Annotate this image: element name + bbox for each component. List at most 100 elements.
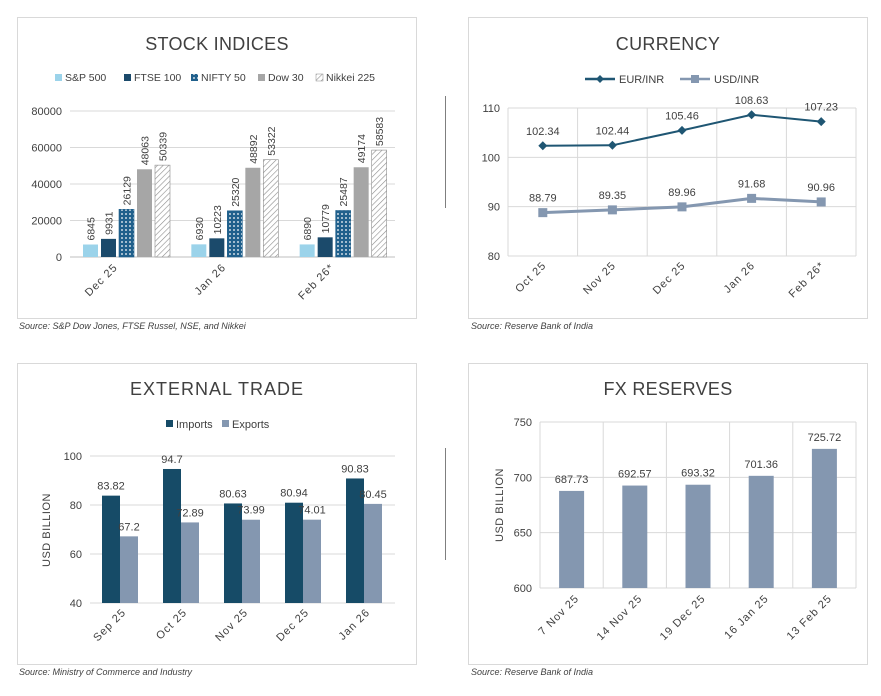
fx-category-label: 16 Jan 25 — [722, 593, 771, 642]
currency-point — [816, 117, 826, 127]
divider-top — [445, 96, 446, 208]
currency-category-label: Jan 26 — [722, 260, 758, 296]
stock-bar — [371, 149, 387, 258]
trade-data-label: 83.82 — [97, 481, 125, 493]
stock-data-label: 58583 — [374, 117, 386, 146]
currency-data-label: 88.79 — [529, 193, 557, 205]
trade-bar — [224, 503, 242, 603]
stock-legend-swatch — [55, 74, 62, 81]
currency-ytick-label: 110 — [482, 103, 500, 115]
fx-bar — [748, 475, 774, 588]
stock-data-label: 6890 — [302, 217, 314, 241]
stock-category-label: Dec 25 — [83, 262, 120, 299]
currency-point — [538, 141, 548, 151]
currency-title: CURRENCY — [616, 34, 720, 54]
trade-data-label: 80.63 — [219, 488, 247, 500]
stock-legend-swatch — [315, 73, 324, 82]
stock-ytick-label: 20000 — [31, 216, 62, 228]
stock-bar — [353, 167, 369, 257]
stock-data-label: 49174 — [356, 134, 368, 163]
currency-point — [607, 140, 617, 150]
fx-category-label: 14 Nov 25 — [595, 593, 645, 643]
fx-data-label: 692.57 — [618, 469, 652, 481]
stock-bar — [83, 244, 98, 257]
trade-data-label: 67.2 — [118, 521, 139, 533]
stock-ytick-label: 60000 — [31, 143, 62, 155]
stock-data-label: 48892 — [248, 134, 260, 163]
trade-data-label: 94.7 — [161, 454, 182, 466]
stock-data-label: 10223 — [212, 205, 224, 234]
stock-data-label: 53322 — [266, 126, 278, 155]
trade-data-label: 90.83 — [341, 463, 369, 475]
stock-legend-label: S&P 500 — [65, 72, 106, 84]
stock-data-label: 6930 — [194, 217, 206, 241]
trade-legend-label: Imports — [176, 419, 213, 431]
trade-bar — [120, 536, 138, 603]
stock-category-label: Jan 26 — [193, 262, 229, 298]
stock-bar — [101, 238, 116, 257]
currency-data-label: 102.34 — [526, 126, 560, 138]
currency-point — [538, 208, 548, 218]
stock-bar — [335, 210, 351, 258]
trade-legend-swatch — [222, 420, 229, 427]
stock-data-label: 26129 — [122, 176, 134, 205]
stock-data-label: 25487 — [338, 177, 350, 206]
stock-indices-title: STOCK INDICES — [145, 34, 289, 54]
fx-ytick-label: 750 — [514, 417, 532, 429]
trade-bar — [346, 478, 364, 603]
trade-data-label: 73.99 — [237, 505, 265, 517]
trade-data-label: 80.45 — [359, 489, 387, 501]
stock-ytick-label: 40000 — [31, 179, 62, 191]
trade-bar — [242, 519, 260, 603]
stock-data-label: 9931 — [104, 211, 116, 235]
currency-data-label: 107.23 — [804, 102, 838, 114]
fx-category-label: 13 Feb 25 — [785, 593, 835, 643]
fx-data-label: 725.72 — [808, 432, 842, 444]
currency-data-label: 90.96 — [807, 182, 835, 194]
fx-ytick-label: 600 — [514, 583, 532, 595]
stock-data-label: 50339 — [158, 132, 170, 161]
trade-bar — [364, 503, 382, 603]
fx-bar — [559, 490, 585, 588]
stock-bar — [118, 209, 135, 258]
currency-category-label: Nov 25 — [581, 260, 618, 297]
currency-point — [816, 197, 826, 207]
currency-point — [747, 193, 757, 203]
currency-point — [747, 110, 757, 120]
currency-data-label: 89.96 — [668, 187, 696, 199]
currency-data-label: 102.44 — [596, 125, 630, 137]
currency-point — [607, 205, 617, 215]
stock-legend-swatch — [124, 74, 131, 81]
stock-data-label: 6845 — [86, 217, 98, 241]
stock-bar — [137, 169, 152, 257]
trade-data-label: 74.01 — [298, 505, 326, 517]
trade-category-label: Nov 25 — [213, 607, 250, 644]
currency-ytick-label: 100 — [482, 152, 500, 164]
trade-legend-label: Exports — [232, 419, 270, 431]
trade-category-label: Dec 25 — [274, 607, 311, 644]
currency-legend-label: USD/INR — [714, 74, 759, 86]
fx-ytick-label: 700 — [514, 472, 532, 484]
fx-bar — [811, 448, 837, 588]
stock-data-label: 10779 — [320, 204, 332, 233]
currency-category-label: Dec 25 — [651, 260, 688, 297]
stock-data-label: 48063 — [140, 136, 152, 165]
trade-bar — [303, 519, 321, 603]
stock-bar — [263, 159, 279, 258]
stock-legend-label: NIFTY 50 — [201, 72, 246, 84]
stock-legend-label: Dow 30 — [268, 72, 304, 84]
external-trade-source: Source: Ministry of Commerce and Industr… — [19, 667, 193, 677]
trade-ytick-label: 80 — [70, 500, 82, 512]
stock-ytick-label: 80000 — [31, 106, 62, 118]
fx-bar — [685, 484, 711, 588]
currency-data-label: 89.35 — [599, 190, 627, 202]
divider-bottom — [445, 448, 446, 560]
currency-ytick-label: 80 — [488, 251, 500, 263]
fx-data-label: 693.32 — [681, 468, 715, 480]
stock-bar — [191, 244, 207, 257]
trade-bar — [181, 522, 199, 603]
stock-legend-swatch — [258, 74, 265, 81]
currency-legend-marker — [596, 75, 604, 83]
currency-panel — [468, 17, 868, 319]
currency-category-label: Oct 25 — [513, 260, 549, 296]
